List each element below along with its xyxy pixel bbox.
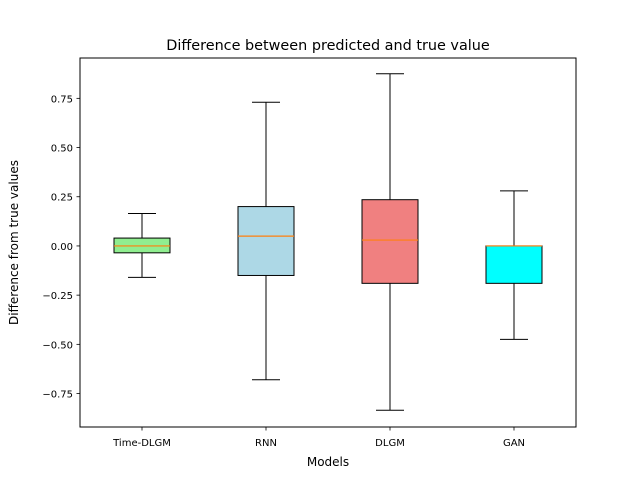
box-gan [485, 190, 543, 340]
x-tick-label: GAN [503, 438, 525, 449]
y-tick-label: 0.25 [51, 193, 73, 204]
x-tick-label: DLGM [375, 438, 405, 449]
y-tick-label: −0.50 [42, 340, 73, 351]
x-axis-label: Models [307, 455, 349, 469]
iqr-box [237, 206, 295, 276]
y-axis-label: Difference from true values [7, 160, 21, 325]
y-axis: −0.75 −0.50 −0.25 0.00 0.25 0.50 0.75 [42, 94, 80, 401]
x-axis: Time-DLGM RNN DLGM GAN [112, 427, 525, 449]
box-dlgm [361, 73, 419, 411]
boxes-layer [113, 73, 543, 411]
y-tick-label: 0.75 [51, 94, 73, 105]
box-rnn [237, 101, 295, 381]
y-tick-label: 0.00 [51, 242, 73, 253]
x-tick-label: RNN [255, 438, 277, 449]
box-time-dlgm [113, 212, 171, 278]
y-tick-label: 0.50 [51, 144, 73, 155]
iqr-box [485, 245, 543, 284]
iqr-box [361, 199, 419, 284]
x-tick-label: Time-DLGM [112, 438, 171, 449]
y-tick-label: −0.75 [42, 390, 73, 401]
y-tick-label: −0.25 [42, 291, 73, 302]
chart-title: Difference between predicted and true va… [166, 38, 490, 54]
plot-area-frame [79, 57, 577, 428]
